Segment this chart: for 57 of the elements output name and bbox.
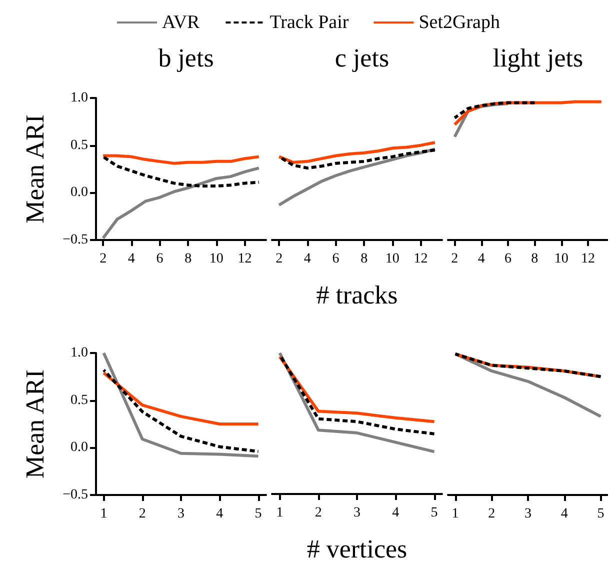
y-tick-label: 0.0 xyxy=(70,440,88,456)
x-tick-label: 2 xyxy=(100,252,107,266)
y-axis-title: Mean ARI xyxy=(20,369,50,479)
x-tick-label: 6 xyxy=(156,252,164,266)
line-series xyxy=(102,155,260,188)
x-tick-label: 6 xyxy=(504,252,512,266)
x-tick-label: 1 xyxy=(100,506,108,522)
x-tick-label: 2 xyxy=(314,506,322,520)
line-series xyxy=(102,154,260,165)
legend-label: Track Pair xyxy=(270,12,350,33)
chart-title: b jets xyxy=(158,44,214,72)
x-tick-label: 3 xyxy=(524,506,532,522)
x-tick-label: 1 xyxy=(452,506,459,522)
x-tick-label: 4 xyxy=(216,506,224,522)
x-tick-label: 1 xyxy=(276,506,284,520)
x-axis-title: # tracks xyxy=(316,280,398,310)
x-tick-label: 3 xyxy=(354,506,360,520)
x-tick-label: 12 xyxy=(581,252,595,266)
y-tick-label: −0.5 xyxy=(62,232,88,248)
x-tick-label: 2 xyxy=(451,252,458,266)
x-tick-label: 4 xyxy=(304,252,311,266)
y-tick-label: 0.0 xyxy=(70,185,88,200)
x-tick-label: 12 xyxy=(414,252,428,266)
legend-label: Set2Graph xyxy=(418,12,500,33)
x-tick-label: 2 xyxy=(276,252,283,266)
chart-title: light jets xyxy=(492,44,584,72)
x-tick-label: 4 xyxy=(128,252,135,266)
x-tick-label: 5 xyxy=(597,506,604,522)
x-tick-label: 4 xyxy=(478,252,485,266)
chart-title: c jets xyxy=(334,44,390,72)
y-tick-label: −0.5 xyxy=(62,488,88,502)
y-tick-label: 0.5 xyxy=(70,392,88,408)
x-tick-label: 8 xyxy=(360,252,368,266)
y-tick-label: 0.5 xyxy=(70,138,88,153)
line-series xyxy=(102,166,260,240)
x-tick-label: 10 xyxy=(209,252,224,266)
x-tick-label: 10 xyxy=(554,252,568,266)
x-tick-label: 5 xyxy=(254,506,262,522)
x-tick-label: 4 xyxy=(392,506,400,520)
y-axis-title: Mean ARI xyxy=(20,114,50,224)
line-series xyxy=(102,352,260,458)
x-tick-label: 3 xyxy=(178,506,184,522)
x-tick-label: 10 xyxy=(385,252,400,266)
x-tick-label: 5 xyxy=(430,506,438,520)
line-series xyxy=(102,368,260,453)
x-tick-label: 8 xyxy=(184,252,192,266)
x-tick-label: 6 xyxy=(332,252,340,266)
y-tick-label: 1.0 xyxy=(70,90,88,106)
x-tick-label: 4 xyxy=(560,506,568,522)
y-tick-label: 1.0 xyxy=(70,346,88,360)
x-tick-label: 8 xyxy=(531,252,538,266)
x-tick-label: 2 xyxy=(138,506,146,522)
line-series xyxy=(102,371,260,426)
legend-label: AVR xyxy=(162,12,200,33)
x-tick-label: 2 xyxy=(488,506,496,522)
x-tick-label: 12 xyxy=(238,252,252,266)
x-axis-title: # vertices xyxy=(306,534,408,564)
